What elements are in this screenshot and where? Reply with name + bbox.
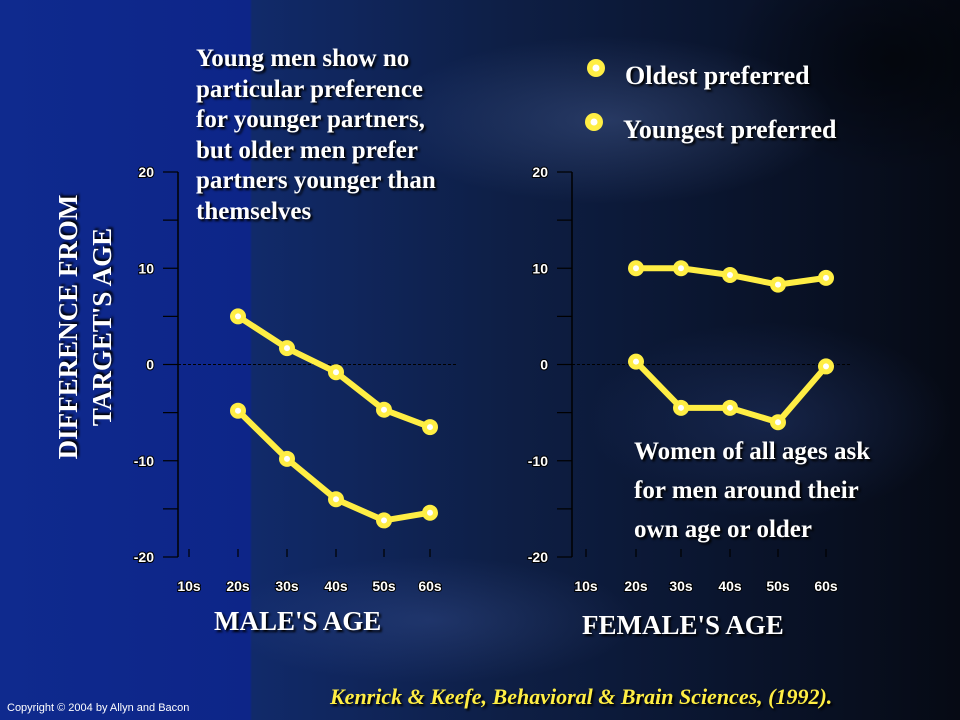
data-point-center	[775, 419, 781, 426]
x-tick-label: 40s	[324, 578, 348, 594]
data-point-center	[678, 265, 684, 272]
x-axis-label-female: FEMALE'S AGE	[582, 610, 784, 640]
men-annotation-line: Young men show no	[196, 45, 410, 72]
x-tick-label: 50s	[766, 578, 790, 594]
data-point-center	[381, 517, 387, 524]
data-point-center	[284, 455, 290, 462]
y-axis-label-line: DIFFERENCE FROM	[53, 194, 83, 460]
background-texture	[250, 0, 960, 720]
legend-youngest-label: Youngest preferred	[623, 115, 837, 144]
data-point-center	[727, 404, 733, 411]
x-tick-label: 10s	[177, 578, 201, 594]
women-annotation: Women of all ages ask for men around the…	[634, 432, 870, 549]
y-tick-label: 0	[540, 357, 548, 373]
y-tick-label: 20	[138, 164, 154, 180]
x-tick-label: 60s	[814, 578, 838, 594]
data-point-center	[381, 406, 387, 413]
data-point-center	[333, 496, 339, 503]
legend-youngest-marker-center	[590, 118, 598, 126]
women-annotation-line: own age or older	[634, 516, 812, 543]
data-point-center	[235, 313, 241, 320]
x-tick-label: 30s	[275, 578, 299, 594]
y-tick-label: 0	[146, 357, 154, 373]
y-tick-label: 10	[138, 260, 154, 276]
x-tick-label: 40s	[718, 578, 742, 594]
data-point-center	[427, 424, 433, 431]
men-annotation: Young men show no particular preference …	[196, 44, 436, 227]
x-tick-label: 30s	[669, 578, 693, 594]
y-tick-label: -20	[134, 549, 154, 565]
data-point-center	[235, 407, 241, 414]
women-annotation-line: for men around their	[634, 477, 859, 504]
data-point-center	[678, 404, 684, 411]
legend-oldest-marker-center	[592, 64, 600, 72]
y-tick-label: -10	[134, 453, 154, 469]
data-point-center	[284, 345, 290, 352]
data-point-center	[823, 363, 829, 370]
men-annotation-line: themselves	[196, 197, 312, 225]
women-annotation-line: Women of all ages ask	[634, 438, 871, 465]
data-point-center	[633, 358, 639, 365]
data-point-center	[823, 274, 829, 281]
x-axis-label-male: MALE'S AGE	[214, 606, 382, 636]
x-tick-label: 60s	[418, 578, 442, 594]
y-tick-label: -20	[528, 549, 548, 565]
legend-oldest-label: Oldest preferred	[625, 61, 810, 90]
data-point-center	[333, 369, 339, 376]
men-annotation-line: but older men prefer	[196, 136, 418, 164]
data-point-center	[775, 281, 781, 288]
citation-text: Kenrick & Keefe, Behavioral & Brain Scie…	[330, 684, 833, 709]
y-axis-label-line: TARGET'S AGE	[87, 227, 117, 427]
y-tick-label: -10	[528, 453, 548, 469]
men-annotation-line: partners younger than	[196, 167, 436, 194]
x-tick-label: 50s	[372, 578, 396, 594]
x-tick-label: 20s	[624, 578, 648, 594]
data-point-center	[633, 265, 639, 272]
y-tick-label: 20	[532, 164, 548, 180]
x-tick-label: 20s	[226, 578, 250, 594]
copyright-text: Copyright © 2004 by Allyn and Bacon	[7, 702, 190, 714]
data-point-center	[427, 509, 433, 516]
men-annotation-line: particular preference	[196, 75, 424, 103]
data-point-center	[727, 271, 733, 278]
y-tick-label: 10	[532, 260, 548, 276]
x-tick-label: 10s	[574, 578, 598, 594]
men-annotation-line: for younger partners,	[196, 106, 425, 133]
